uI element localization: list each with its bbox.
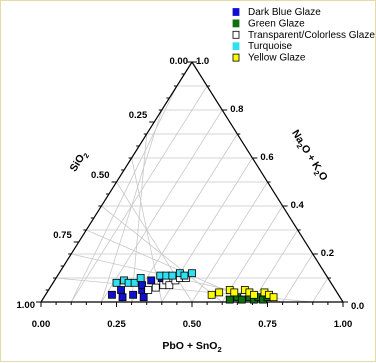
data-point (180, 271, 189, 280)
grid-line (252, 229, 299, 303)
legend-label: Turquoise (248, 41, 293, 52)
legend-label: Green Glaze (248, 18, 305, 29)
grid-line (312, 277, 329, 303)
bottom-axis-title: PbO + SnO2 (162, 340, 221, 354)
data-points (108, 269, 278, 304)
data-point (147, 276, 156, 285)
right-tick-label: 0.6 (260, 152, 273, 163)
left-tick-label: 0.25 (129, 110, 148, 121)
data-point (215, 288, 224, 297)
grid-line (116, 181, 193, 303)
bottom-tick-label: 0.00 (32, 319, 51, 330)
grid-line (191, 181, 268, 303)
data-point (151, 283, 160, 292)
data-point (144, 286, 153, 294)
data-point (129, 290, 138, 299)
right-tick-label: 0.8 (230, 104, 243, 115)
data-point (168, 271, 177, 280)
legend-label: Transparent/Colorless Glaze (248, 30, 375, 41)
left-tick-label: 0.75 (53, 230, 72, 241)
bottom-tick-label: 1.00 (334, 319, 353, 330)
legend-marker (232, 30, 240, 39)
right-tick-label: 0.4 (291, 200, 305, 211)
axis-titles: PbO + SnO2 SiO2 Na2O + K2O (67, 128, 329, 354)
data-point (207, 290, 216, 299)
grid-line (131, 133, 238, 303)
legend-marker (232, 42, 240, 51)
legend-label: Dark Blue Glaze (248, 7, 321, 18)
legend-marker (232, 19, 240, 28)
data-point (136, 274, 145, 282)
bottom-tick-label: 0.50 (183, 319, 202, 330)
grid-line (86, 229, 253, 303)
triangle-axes (36, 61, 348, 307)
right-tick-label: 1.0 (196, 56, 209, 67)
data-point (269, 293, 278, 302)
data-point (112, 278, 121, 287)
tick-labels: 0.00 0.25 0.50 0.75 1.000.000.250.500.751.00… (17, 56, 365, 330)
bottom-tick-label: 0.25 (107, 319, 126, 330)
data-point (250, 290, 258, 299)
data-point (230, 288, 239, 297)
data-point (225, 295, 234, 304)
data-point (130, 278, 139, 287)
right-tick-label: 0.0 (351, 301, 364, 312)
right-axis-title: Na2O + K2O (287, 128, 329, 184)
bottom-tick-label: 0.75 (258, 319, 277, 330)
right-tick-label: 0.2 (321, 248, 334, 259)
data-point (108, 290, 116, 299)
left-tick-label: 1.00 (17, 300, 36, 311)
data-point (118, 293, 127, 302)
left-axis-title: SiO2 (67, 149, 91, 175)
data-point (165, 281, 174, 290)
data-point (188, 269, 196, 278)
left-tick-label: 0.50 (91, 170, 110, 181)
legend-marker (232, 8, 240, 16)
data-point (139, 293, 148, 302)
data-point (117, 286, 125, 294)
left-tick-label: 0.00 (170, 56, 189, 67)
legend-label: Yellow Glaze (248, 53, 306, 64)
legend-marker (232, 53, 240, 62)
data-point (237, 295, 246, 304)
